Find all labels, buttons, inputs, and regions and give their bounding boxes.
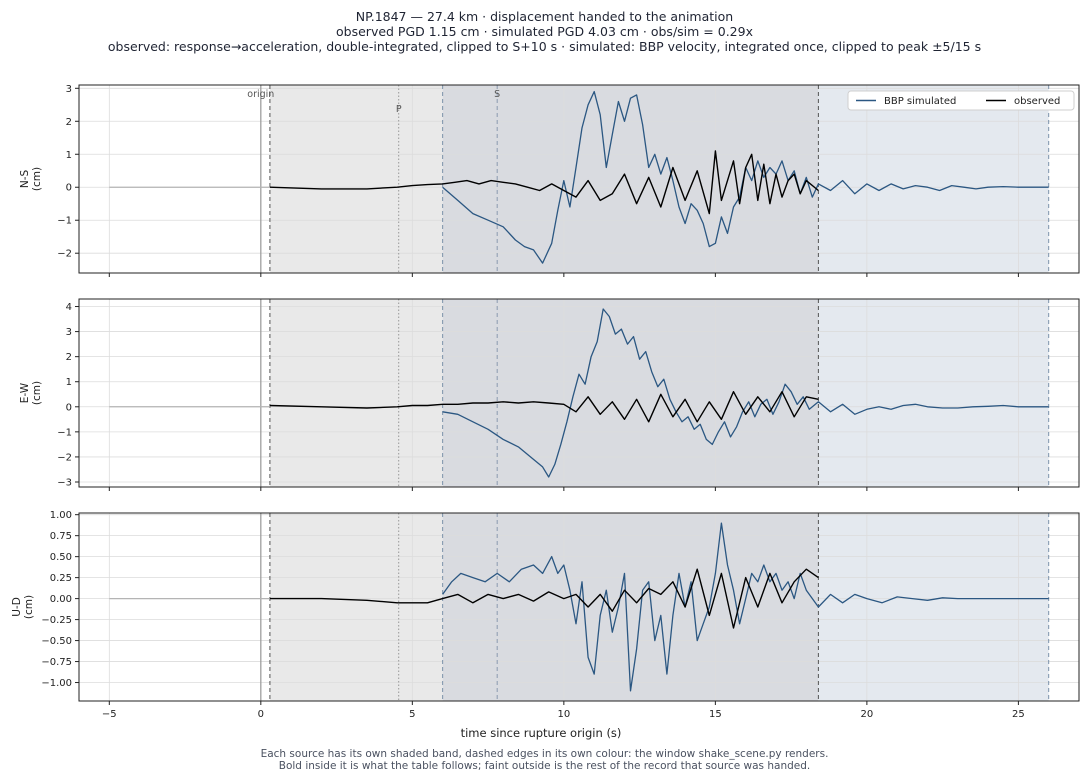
panel-0: origin P S −2 −1 0 1 2 3 N-S(cm) BBP simulated obse… bbox=[19, 84, 1080, 277]
y-tick-label: 1.00 bbox=[50, 510, 72, 521]
y-axis-label: N-S(cm) bbox=[19, 167, 43, 191]
x-tick-label: 15 bbox=[709, 709, 722, 720]
observed-window-band bbox=[269, 299, 443, 487]
overlap-window-band bbox=[442, 299, 819, 487]
panel-frame bbox=[78, 512, 1080, 702]
y-tick-label: −2 bbox=[57, 452, 72, 463]
y-tick-label: −1 bbox=[57, 216, 72, 227]
y-tick-label: 4 bbox=[66, 302, 72, 313]
legend: BBP simulated observed bbox=[847, 90, 1075, 111]
y-tick-label: 2 bbox=[66, 352, 72, 363]
y-axis-label-part: (cm) bbox=[31, 381, 43, 405]
footer-line-1: Each source has its own shaded band, das… bbox=[260, 748, 829, 760]
panel-2: −1.00 −0.75 −0.50 −0.25 0.00 0.25 0.50 0.75 1.00… bbox=[11, 510, 1080, 740]
simulated-window-band bbox=[818, 85, 1049, 273]
panel-frame bbox=[78, 84, 1080, 274]
title-line-1: NP.1847 — 27.4 km · displacement handed … bbox=[355, 9, 734, 24]
legend-box bbox=[847, 90, 1075, 111]
y-tick-label: 0.50 bbox=[50, 552, 72, 563]
simulated-window-band bbox=[818, 299, 1049, 487]
y-axis-label-part: U-D bbox=[11, 597, 23, 617]
y-tick-label: 0.00 bbox=[50, 594, 72, 605]
y-axis-label: E-W(cm) bbox=[19, 381, 43, 405]
y-axis-label-part: (cm) bbox=[23, 595, 35, 619]
overlap-window-band bbox=[442, 85, 819, 273]
x-tick-label: −5 bbox=[102, 709, 117, 720]
y-axis-label: U-D(cm) bbox=[11, 595, 35, 619]
y-axis-label-part: E-W bbox=[19, 382, 31, 403]
series-simulated-line bbox=[442, 522, 1049, 692]
title-line-2: observed PGD 1.15 cm · simulated PGD 4.0… bbox=[336, 24, 753, 39]
y-tick-label: −0.75 bbox=[41, 657, 72, 668]
x-tick-label: 5 bbox=[409, 709, 415, 720]
footer-line-2: Bold inside it is what the table follows… bbox=[278, 760, 811, 772]
y-tick-label: 0.25 bbox=[50, 573, 72, 584]
panel-1: −3 −2 −1 0 1 2 3 4 E-W(cm) bbox=[19, 298, 1080, 491]
series-simulated-line bbox=[442, 308, 1049, 478]
observed-window-band bbox=[269, 85, 443, 273]
figure-footer: Each source has its own shaded band, das… bbox=[0, 748, 1089, 772]
x-tick-label: 25 bbox=[1012, 709, 1025, 720]
y-axis-label-part: N-S bbox=[19, 170, 31, 189]
title-line-3: observed: response→acceleration, double-… bbox=[107, 39, 982, 54]
y-tick-label: 1 bbox=[66, 150, 72, 161]
series-observed-line bbox=[269, 568, 819, 629]
y-tick-label: −0.25 bbox=[41, 615, 72, 626]
x-tick-label: 20 bbox=[861, 709, 874, 720]
y-tick-label: −1 bbox=[57, 427, 72, 438]
series-simulated-line bbox=[442, 90, 1049, 264]
y-tick-label: −3 bbox=[57, 477, 72, 488]
y-tick-label: −2 bbox=[57, 249, 72, 260]
y-tick-label: 3 bbox=[66, 327, 72, 338]
y-tick-label: −0.50 bbox=[41, 636, 72, 647]
marker-p-label: P bbox=[396, 104, 402, 115]
panel-frame bbox=[78, 298, 1080, 488]
x-tick-label: 0 bbox=[258, 709, 264, 720]
series-observed-line bbox=[269, 150, 819, 215]
y-tick-label: 1 bbox=[66, 377, 72, 388]
figure-title: NP.1847 — 27.4 km · displacement handed … bbox=[0, 9, 1089, 54]
marker-origin-label: origin bbox=[247, 89, 274, 100]
legend-entry-label: BBP simulated bbox=[884, 96, 956, 107]
x-axis-label: time since rupture origin (s) bbox=[461, 726, 622, 740]
overlap-window-band bbox=[442, 513, 819, 701]
legend-entry-label: observed bbox=[1014, 96, 1060, 107]
series-observed-line bbox=[269, 391, 819, 423]
y-tick-label: 3 bbox=[66, 84, 72, 95]
x-tick-label: 10 bbox=[557, 709, 570, 720]
observed-window-band bbox=[269, 513, 443, 701]
y-axis-label-part: (cm) bbox=[31, 167, 43, 191]
y-tick-label: 2 bbox=[66, 117, 72, 128]
y-tick-label: 0.75 bbox=[50, 531, 72, 542]
y-tick-label: 0 bbox=[66, 402, 72, 413]
simulated-window-band bbox=[818, 513, 1049, 701]
marker-s-label: S bbox=[494, 89, 500, 100]
y-tick-label: 0 bbox=[66, 183, 72, 194]
y-tick-label: −1.00 bbox=[41, 678, 72, 689]
